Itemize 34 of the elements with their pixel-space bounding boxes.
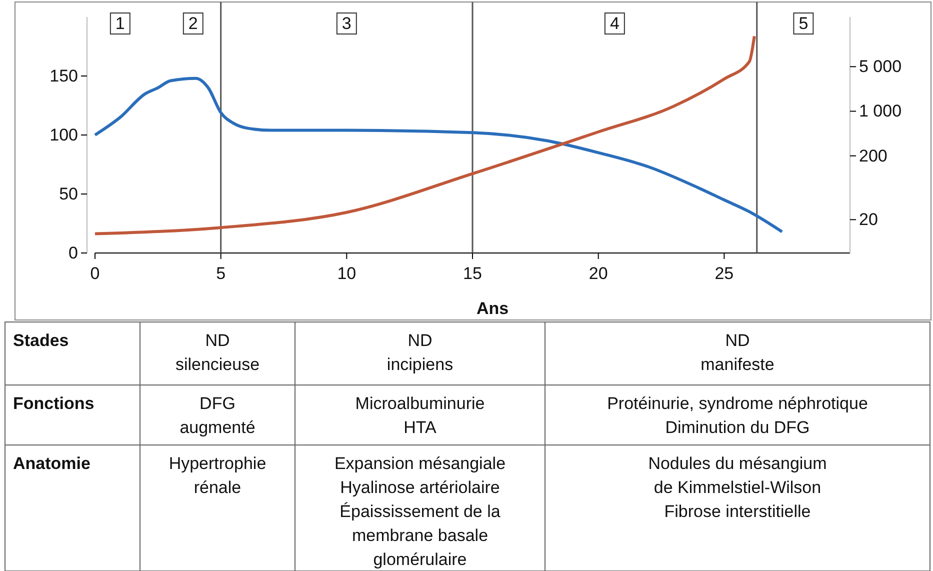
text: Protéinurie, syndrome néphrotique Diminution du DFG: [607, 394, 868, 437]
line-series: [94, 34, 756, 236]
y2-tick-label: 1 000: [859, 102, 902, 121]
text: DFG augmenté: [180, 394, 256, 437]
x-tick-label: 10: [337, 264, 356, 283]
y2-tick-label: 200: [859, 146, 888, 166]
y-tick-label: 150: [50, 66, 78, 86]
text: Stades: [13, 331, 69, 350]
x-tick-label: 5: [216, 264, 226, 283]
text: Fonctions: [13, 394, 94, 413]
text: Anatomie: [13, 454, 90, 473]
x-tick-label: 0: [90, 264, 100, 283]
text: Expansion mésangiale Hyalinose artériolaire Épaississement de la membrane basale glomérulaire: [334, 454, 506, 569]
text: ND incipiens: [386, 331, 454, 374]
x-axis-title: Ans: [476, 299, 509, 318]
y2-tick-label: 20: [859, 210, 878, 230]
annotation: 4: [610, 14, 620, 33]
y-tick-label: 0: [68, 243, 78, 262]
annotation: 1: [115, 14, 125, 33]
text: ND silencieuse: [175, 331, 260, 374]
annotation: 2: [188, 14, 198, 33]
x-tick-label: 25: [714, 264, 734, 283]
y-tick-label: 50: [59, 184, 78, 204]
y2-tick-label: 5 000: [859, 57, 902, 76]
x-tick-label: 15: [463, 264, 482, 283]
line-series: [94, 76, 784, 234]
text: Hypertrophie rénale: [168, 454, 266, 497]
annotation: 3: [342, 14, 352, 33]
y-tick-label: 100: [50, 125, 78, 144]
text: Nodules du mésangium de Kimmelstiel-Wilson Fibrose interstitielle: [648, 454, 827, 521]
text: ND manifeste: [700, 331, 774, 374]
x-tick-label: 20: [588, 264, 608, 283]
annotation: 5: [798, 14, 808, 33]
text: Microalbuminurie HTA: [355, 394, 485, 437]
